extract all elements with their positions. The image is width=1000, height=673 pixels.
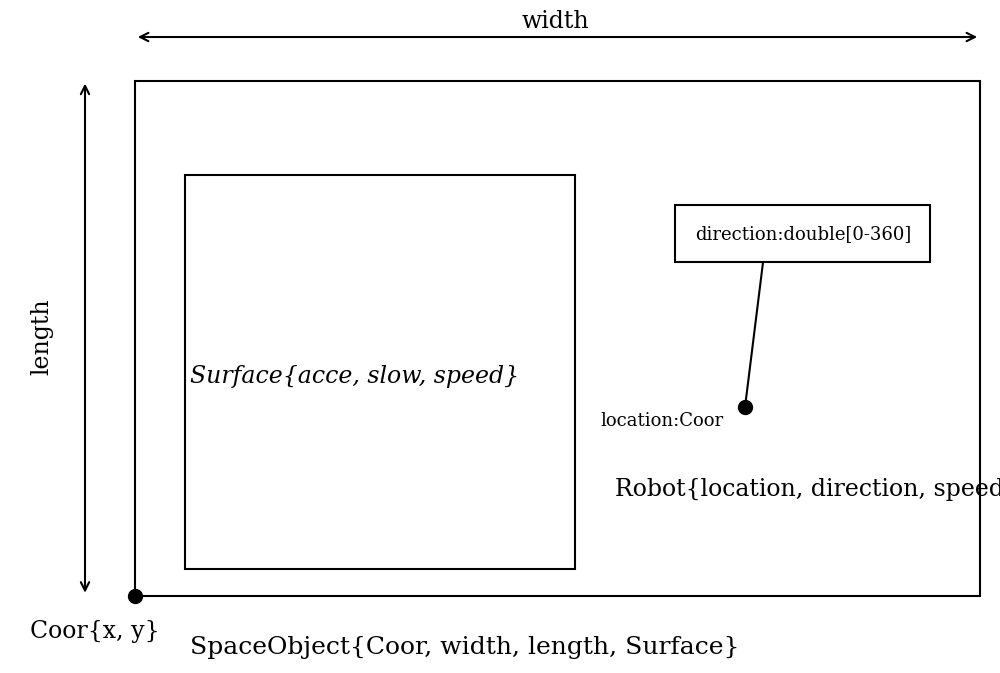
Bar	[185, 175, 575, 569]
Bar	[135, 81, 980, 596]
Text: Surface{acce, slow, speed}: Surface{acce, slow, speed}	[190, 365, 520, 388]
Text: width: width	[521, 10, 589, 33]
Text: Coor{x, y}: Coor{x, y}	[30, 620, 160, 643]
Text: location:Coor: location:Coor	[600, 412, 723, 429]
Text: direction:double[0-360]: direction:double[0-360]	[695, 225, 911, 243]
Text: length: length	[30, 298, 54, 375]
Text: Robot{location, direction, speed}: Robot{location, direction, speed}	[615, 479, 1000, 501]
Text: SpaceObject{Coor, width, length, Surface}: SpaceObject{Coor, width, length, Surface…	[190, 636, 740, 659]
Bar	[675, 205, 930, 262]
